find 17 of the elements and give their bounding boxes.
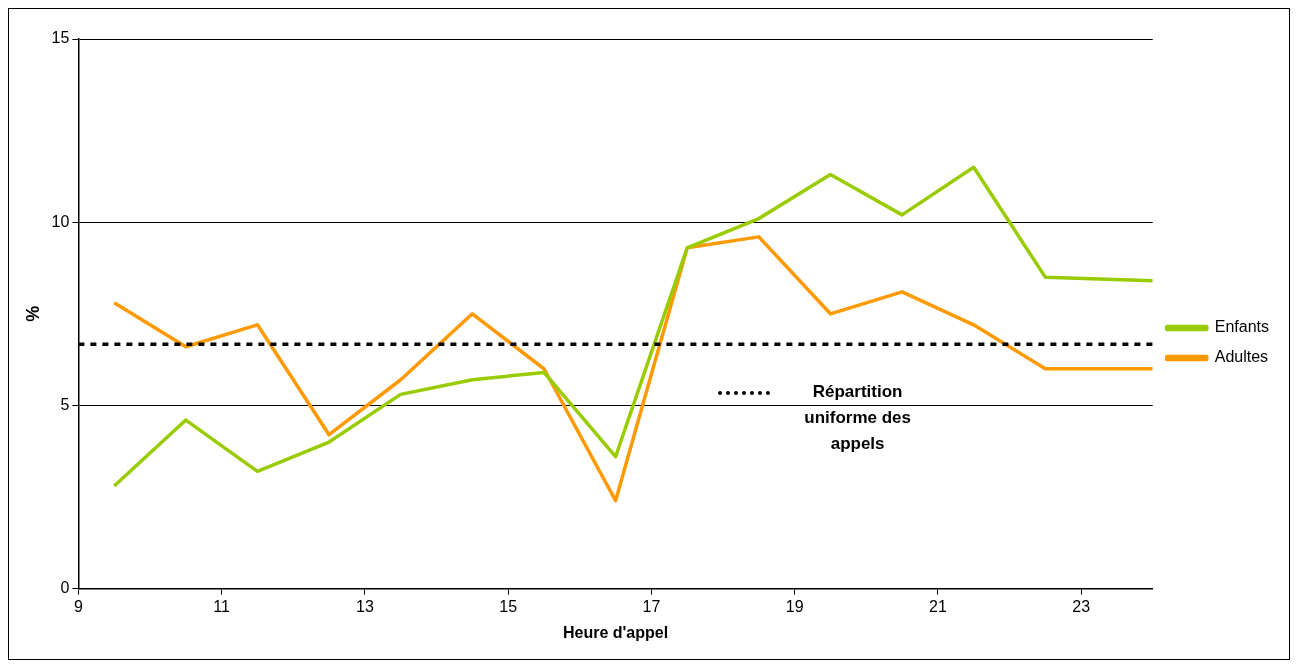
legend-label: Adultes [1214,348,1269,366]
x-tick-label: 15 [499,597,518,615]
y-tick-label: 15 [51,29,70,47]
x-tick-label: 19 [785,597,804,615]
legend-label: Enfants [1214,318,1270,336]
x-tick-label: 13 [355,597,374,615]
x-tick-label: 21 [928,597,947,615]
x-tick-label: 9 [73,597,83,615]
y-tick-label: 10 [51,212,70,230]
x-tick-label: 11 [213,597,231,615]
y-tick-label: 5 [60,395,70,413]
legend-label: Répartition uniforme des appels [803,381,912,455]
x-tick-label: 23 [1072,597,1091,615]
y-tick-label: 0 [60,579,70,597]
x-tick-label: 17 [642,597,661,615]
x-axis-title: Heure d'appel [562,623,669,641]
y-axis-title: % [22,305,43,322]
